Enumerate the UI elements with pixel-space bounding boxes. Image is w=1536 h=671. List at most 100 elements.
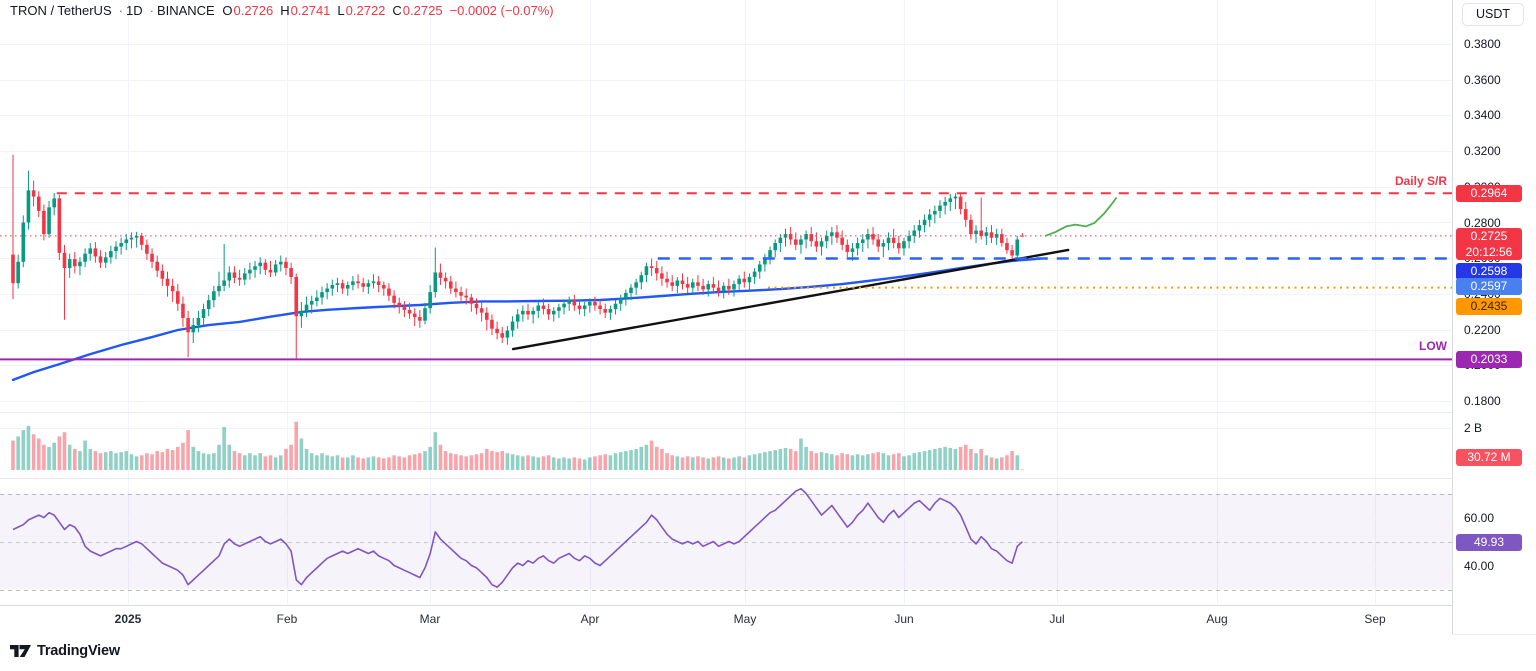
candle-body xyxy=(876,239,880,247)
candle-body xyxy=(788,234,793,240)
open-label: O xyxy=(222,3,233,18)
candle-body xyxy=(88,248,93,254)
candle-body xyxy=(21,222,26,262)
candle-body xyxy=(330,284,335,289)
candle-body xyxy=(737,278,741,285)
candle-body xyxy=(526,310,530,315)
candle-body xyxy=(763,257,767,265)
candle-body xyxy=(613,303,618,310)
candle-body xyxy=(752,271,757,277)
candle-body xyxy=(67,259,72,269)
candle-body xyxy=(897,243,901,249)
candle-body xyxy=(237,277,242,280)
candle-body xyxy=(201,309,206,318)
candle-body xyxy=(757,264,762,272)
candle-body xyxy=(948,198,953,202)
candle-body xyxy=(969,219,973,235)
daily-sr-label[interactable]: Daily S/R xyxy=(1394,174,1447,188)
candle-body xyxy=(881,243,886,247)
candle-body xyxy=(577,305,582,310)
price-badge: 0.2435 xyxy=(1456,297,1522,315)
candle-body xyxy=(588,301,592,306)
candle-body xyxy=(747,276,752,283)
candle-body xyxy=(675,280,680,286)
candle-body xyxy=(660,273,664,279)
candle-body xyxy=(958,196,963,210)
close-value: 0.2725 xyxy=(402,3,443,18)
candle-body xyxy=(824,235,829,242)
rsi-tick: 40.00 xyxy=(1464,558,1495,573)
candle-body xyxy=(866,234,870,240)
candle-body xyxy=(222,280,226,286)
candle-body xyxy=(423,308,427,321)
candle-body xyxy=(701,285,705,290)
candle-body xyxy=(253,266,257,270)
candle-body xyxy=(608,309,613,313)
candle-body xyxy=(649,266,654,269)
candle-body xyxy=(572,300,577,306)
candle-body xyxy=(742,278,747,283)
candle-body xyxy=(289,268,293,277)
volume-tick: 2 B xyxy=(1464,421,1483,435)
candle-body xyxy=(1000,234,1004,244)
trendline[interactable] xyxy=(511,248,1070,351)
candle-body xyxy=(902,241,906,249)
candle-body xyxy=(984,232,989,236)
candle-body xyxy=(582,305,587,310)
candle-body xyxy=(155,261,159,271)
tradingview-logo[interactable]: TradingView xyxy=(10,643,120,659)
candle-body xyxy=(732,284,736,290)
candle-body xyxy=(860,239,865,244)
candle-body xyxy=(387,288,391,296)
candle-body xyxy=(186,317,190,333)
high-value: 0.2741 xyxy=(290,3,331,18)
candle-body xyxy=(989,232,994,238)
time-axis[interactable]: 2025 Feb Mar Apr May Jun Jul Aug Sep xyxy=(0,605,1452,635)
volume-badge: 30.72 M xyxy=(1456,449,1522,467)
price-tick: 0.2200 xyxy=(1464,322,1501,337)
candle-body xyxy=(371,281,376,284)
candle-body xyxy=(485,312,489,320)
candle-body xyxy=(366,283,371,287)
candle-body xyxy=(382,284,386,289)
candle-body xyxy=(804,234,808,240)
candle-body xyxy=(567,300,571,304)
candle-body xyxy=(181,303,185,318)
candle-body xyxy=(799,239,803,245)
candle-body xyxy=(263,262,268,270)
candle-body xyxy=(315,297,319,302)
interval-value[interactable]: 1D xyxy=(125,3,143,18)
candle-body xyxy=(835,232,839,238)
candle-body xyxy=(232,272,237,278)
candle-body xyxy=(691,282,695,288)
candle-body xyxy=(557,307,561,311)
candle-body xyxy=(974,230,978,235)
currency-toggle-button[interactable]: USDT xyxy=(1462,3,1524,26)
price-axis[interactable]: USDT 0.38000.36000.34000.32000.30000.280… xyxy=(1452,0,1536,634)
symbol-title[interactable]: TRON / TetherUS xyxy=(10,3,112,18)
candle-body xyxy=(57,198,62,253)
candle-body xyxy=(510,321,515,331)
candle-body xyxy=(840,237,844,245)
candle-body xyxy=(665,278,669,283)
low-value: 0.2722 xyxy=(345,3,386,18)
exchange-name[interactable]: BINANCE xyxy=(156,3,215,18)
open-value: 0.2726 xyxy=(233,3,274,18)
projection-curve[interactable] xyxy=(1044,196,1118,237)
candle-body xyxy=(320,292,324,298)
volume-series xyxy=(11,421,1025,470)
candle-body xyxy=(809,234,814,242)
candle-body xyxy=(31,190,36,197)
price-tick: 0.3600 xyxy=(1464,72,1501,87)
candle-body xyxy=(397,302,402,307)
candle-body xyxy=(26,190,31,223)
candle-body xyxy=(170,285,175,292)
candle-body xyxy=(644,266,649,276)
candle-body xyxy=(73,259,77,267)
price-badge: 0.2033 xyxy=(1456,351,1522,369)
low-label[interactable]: LOW xyxy=(1419,339,1447,353)
time-axis-label: 2025 xyxy=(114,612,142,626)
candle-body xyxy=(469,297,474,304)
candle-body xyxy=(165,278,170,286)
